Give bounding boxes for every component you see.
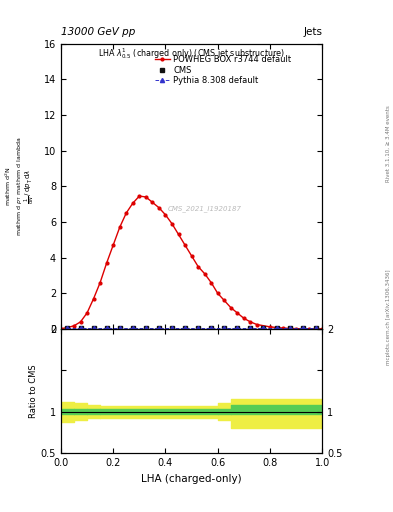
- CMS: [156, 325, 161, 331]
- POWHEG BOX r3744 default: [85, 310, 90, 316]
- Pythia 8.308 default: [300, 325, 305, 331]
- X-axis label: LHA (charged-only): LHA (charged-only): [141, 474, 242, 483]
- POWHEG BOX r3744 default: [170, 221, 174, 227]
- CMS: [248, 325, 253, 331]
- Pythia 8.308 default: [261, 325, 266, 331]
- CMS: [274, 325, 279, 331]
- POWHEG BOX r3744 default: [255, 322, 259, 328]
- Pythia 8.308 default: [183, 325, 187, 331]
- Pythia 8.308 default: [118, 325, 122, 331]
- Pythia 8.308 default: [91, 325, 96, 331]
- CMS: [143, 325, 148, 331]
- POWHEG BOX r3744 default: [137, 193, 142, 199]
- POWHEG BOX r3744 default: [294, 326, 299, 332]
- Text: Rivet 3.1.10, ≥ 3.4M events: Rivet 3.1.10, ≥ 3.4M events: [386, 105, 391, 182]
- POWHEG BOX r3744 default: [209, 280, 213, 286]
- Pythia 8.308 default: [170, 325, 174, 331]
- Pythia 8.308 default: [196, 325, 200, 331]
- CMS: [209, 325, 213, 331]
- CMS: [313, 325, 318, 331]
- POWHEG BOX r3744 default: [222, 297, 227, 304]
- CMS: [261, 325, 266, 331]
- POWHEG BOX r3744 default: [143, 194, 148, 200]
- Text: $\frac{1}{\mathrm{d}N}\,/\,\mathrm{d}p_\mathrm{T}\,\mathrm{d}\lambda$: $\frac{1}{\mathrm{d}N}\,/\,\mathrm{d}p_\…: [22, 168, 37, 204]
- Text: mcplots.cern.ch [arXiv:1306.3436]: mcplots.cern.ch [arXiv:1306.3436]: [386, 270, 391, 365]
- POWHEG BOX r3744 default: [307, 326, 312, 332]
- POWHEG BOX r3744 default: [235, 310, 240, 316]
- Text: LHA $\lambda^{1}_{0.5}$ (charged only) (CMS jet substructure): LHA $\lambda^{1}_{0.5}$ (charged only) (…: [98, 47, 285, 61]
- POWHEG BOX r3744 default: [72, 323, 76, 329]
- CMS: [130, 325, 135, 331]
- POWHEG BOX r3744 default: [111, 242, 116, 248]
- Line: POWHEG BOX r3744 default: POWHEG BOX r3744 default: [59, 195, 324, 330]
- POWHEG BOX r3744 default: [150, 199, 155, 205]
- CMS: [300, 325, 305, 331]
- POWHEG BOX r3744 default: [202, 271, 207, 277]
- Pythia 8.308 default: [65, 325, 70, 331]
- POWHEG BOX r3744 default: [78, 319, 83, 325]
- Pythia 8.308 default: [287, 325, 292, 331]
- CMS: [91, 325, 96, 331]
- POWHEG BOX r3744 default: [196, 264, 200, 270]
- CMS: [170, 325, 174, 331]
- POWHEG BOX r3744 default: [104, 260, 109, 266]
- Pythia 8.308 default: [78, 325, 83, 331]
- POWHEG BOX r3744 default: [124, 210, 129, 216]
- Pythia 8.308 default: [130, 325, 135, 331]
- POWHEG BOX r3744 default: [65, 325, 70, 331]
- Pythia 8.308 default: [104, 325, 109, 331]
- Text: mathrm d$^2$N
mathrm d $p_\mathrm{T}$ mathrm d lambda: mathrm d$^2$N mathrm d $p_\mathrm{T}$ ma…: [4, 137, 24, 236]
- POWHEG BOX r3744 default: [91, 295, 96, 302]
- CMS: [78, 325, 83, 331]
- POWHEG BOX r3744 default: [163, 212, 168, 218]
- Text: 13000 GeV pp: 13000 GeV pp: [61, 27, 135, 37]
- POWHEG BOX r3744 default: [183, 242, 187, 248]
- POWHEG BOX r3744 default: [248, 319, 253, 325]
- CMS: [222, 325, 227, 331]
- Pythia 8.308 default: [313, 325, 318, 331]
- Line: Pythia 8.308 default: Pythia 8.308 default: [65, 326, 318, 330]
- Legend: POWHEG BOX r3744 default, CMS, Pythia 8.308 default: POWHEG BOX r3744 default, CMS, Pythia 8.…: [153, 53, 293, 87]
- Pythia 8.308 default: [248, 325, 253, 331]
- POWHEG BOX r3744 default: [281, 325, 285, 331]
- POWHEG BOX r3744 default: [241, 315, 246, 322]
- CMS: [287, 325, 292, 331]
- Pythia 8.308 default: [209, 325, 213, 331]
- Pythia 8.308 default: [274, 325, 279, 331]
- POWHEG BOX r3744 default: [176, 231, 181, 238]
- POWHEG BOX r3744 default: [156, 205, 161, 211]
- CMS: [196, 325, 200, 331]
- CMS: [235, 325, 240, 331]
- CMS: [183, 325, 187, 331]
- Text: Jets: Jets: [303, 27, 322, 37]
- Text: CMS_2021_I1920187: CMS_2021_I1920187: [168, 206, 242, 212]
- POWHEG BOX r3744 default: [98, 280, 103, 286]
- CMS: [104, 325, 109, 331]
- POWHEG BOX r3744 default: [320, 326, 325, 332]
- POWHEG BOX r3744 default: [118, 224, 122, 230]
- CMS: [65, 325, 70, 331]
- POWHEG BOX r3744 default: [189, 253, 194, 259]
- POWHEG BOX r3744 default: [268, 324, 272, 330]
- POWHEG BOX r3744 default: [228, 305, 233, 311]
- Pythia 8.308 default: [222, 325, 227, 331]
- Y-axis label: Ratio to CMS: Ratio to CMS: [29, 364, 38, 418]
- Pythia 8.308 default: [156, 325, 161, 331]
- POWHEG BOX r3744 default: [59, 326, 63, 332]
- Pythia 8.308 default: [143, 325, 148, 331]
- CMS: [118, 325, 122, 331]
- POWHEG BOX r3744 default: [215, 290, 220, 296]
- Pythia 8.308 default: [235, 325, 240, 331]
- Line: CMS: CMS: [65, 326, 318, 331]
- POWHEG BOX r3744 default: [130, 200, 135, 206]
